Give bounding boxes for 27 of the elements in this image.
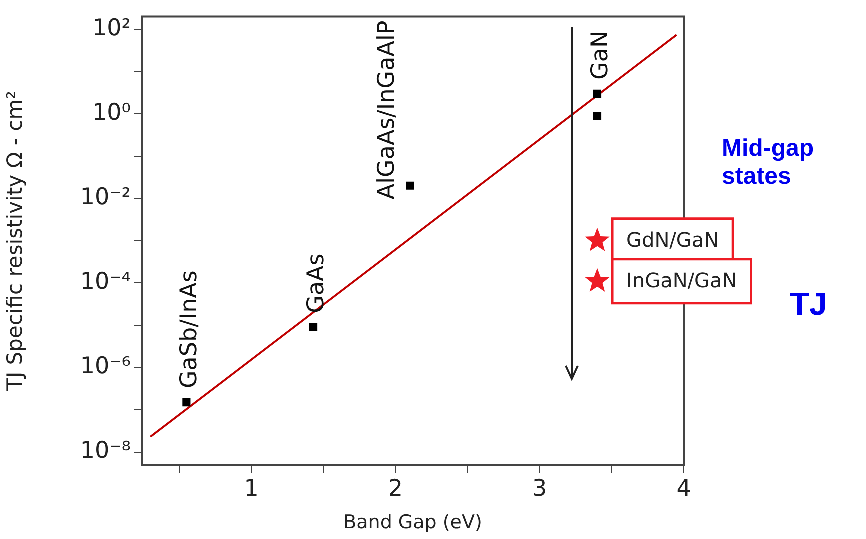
x-tick-label: 4 bbox=[676, 476, 692, 502]
point bbox=[593, 112, 602, 120]
point bbox=[585, 228, 610, 252]
x-tick-label: 2 bbox=[388, 476, 404, 502]
y-tick-label: 10⁻⁸ bbox=[80, 438, 131, 464]
text: TJ bbox=[790, 286, 828, 323]
x-axis-title: Band Gap (eV) bbox=[344, 512, 482, 534]
point bbox=[310, 323, 318, 332]
y-tick-label: 10⁰ bbox=[92, 100, 131, 126]
point bbox=[585, 268, 610, 292]
y-tick-label: 10⁻² bbox=[80, 184, 131, 211]
point bbox=[593, 90, 602, 98]
y-axis-title: TJ Specific resistivity Ω - cm² bbox=[3, 90, 28, 392]
annotation: GaSb/InAs bbox=[176, 270, 203, 389]
y-tick-label: 10⁻⁶ bbox=[80, 354, 131, 380]
annotation: GdN/GaN bbox=[626, 228, 720, 252]
point bbox=[182, 398, 191, 407]
y-tick-label: 10² bbox=[92, 15, 131, 42]
annotation: GaAs bbox=[304, 254, 330, 314]
point bbox=[406, 182, 414, 190]
x-tick-label: 1 bbox=[244, 476, 259, 502]
x-tick-label: 3 bbox=[532, 476, 548, 502]
annotation: InGaN/GaN bbox=[626, 268, 738, 293]
y-tick-label: 10⁻⁴ bbox=[80, 269, 131, 296]
text: Mid-gap states bbox=[722, 135, 815, 191]
annotation: AlGaAs/InGaAlP bbox=[374, 20, 400, 200]
annotation: GaN bbox=[587, 30, 614, 80]
